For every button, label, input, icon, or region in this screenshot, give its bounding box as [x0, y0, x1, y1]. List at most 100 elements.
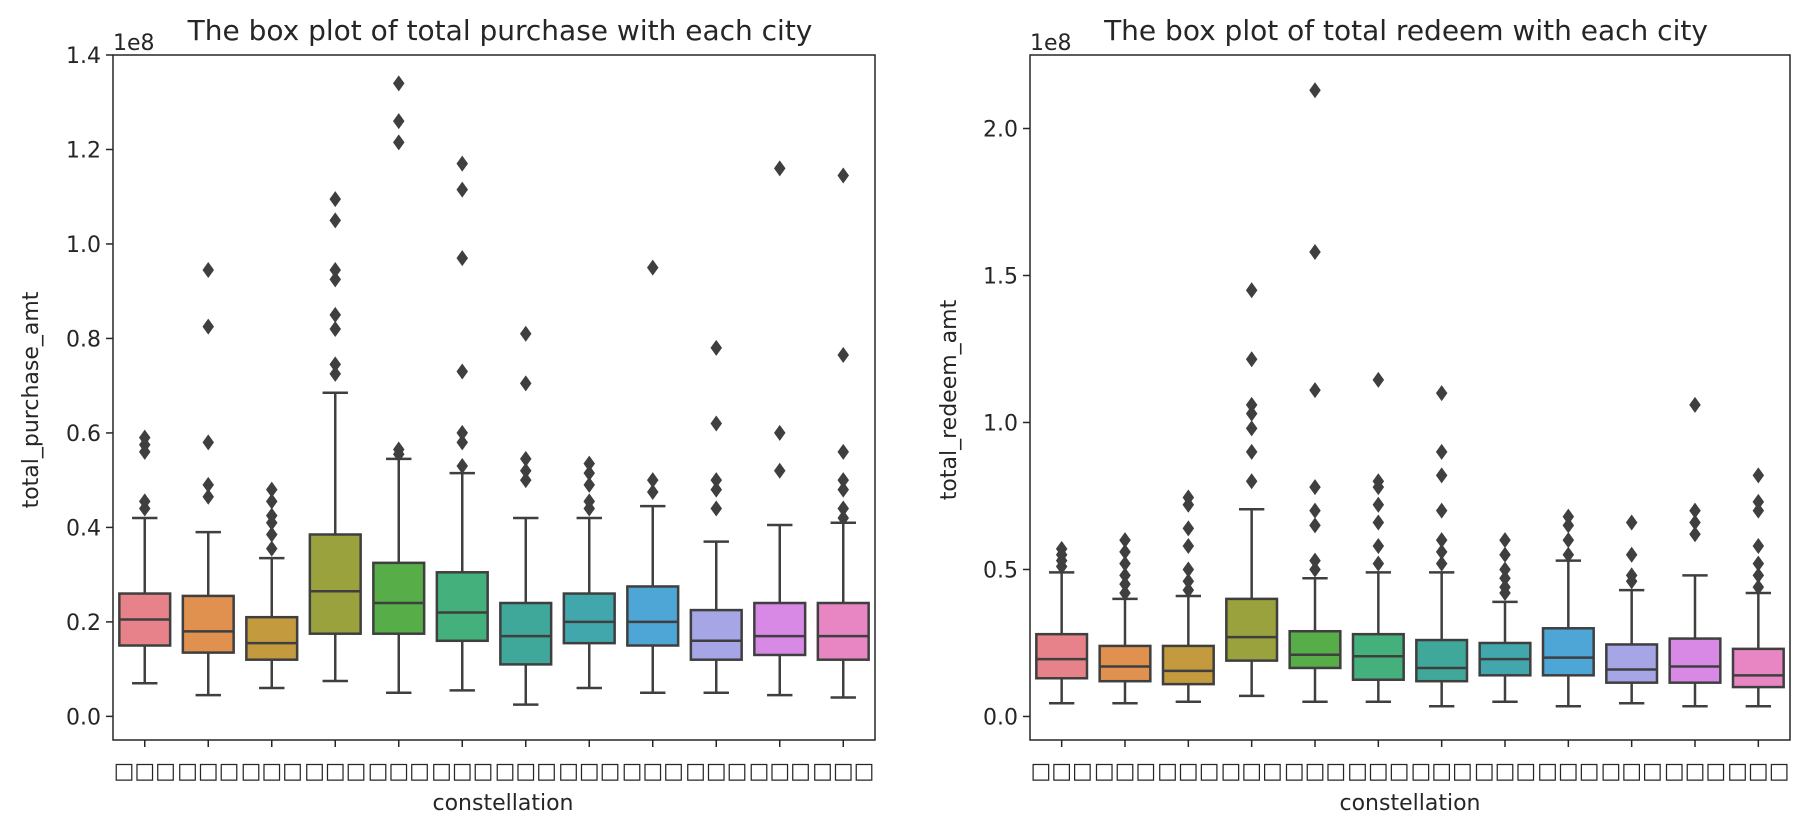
y-tick-label: 0.8: [66, 327, 101, 352]
y-tick-label: 1.5: [983, 264, 1018, 289]
outlier-point: [837, 346, 850, 363]
outlier-point: [202, 488, 215, 505]
outlier-point: [1625, 567, 1638, 584]
outlier-point: [1372, 514, 1385, 531]
outlier-point: [837, 472, 850, 489]
outlier-point: [265, 481, 278, 498]
outlier-point: [265, 526, 278, 543]
outlier-point: [1309, 517, 1321, 534]
outlier-point: [583, 476, 596, 493]
outlier-point: [1752, 502, 1765, 519]
outlier-point: [1309, 382, 1321, 399]
outlier-point: [1562, 532, 1575, 549]
x-tick-label: □□□: [1220, 759, 1282, 784]
outlier-point: [202, 434, 215, 451]
outlier-point: [710, 339, 723, 356]
outlier-point: [1372, 496, 1385, 513]
outlier-point: [519, 462, 532, 479]
outlier-point: [1689, 396, 1701, 413]
outlier-point: [837, 509, 850, 526]
iqr-box: [1605, 643, 1659, 684]
outlier-point: [329, 271, 342, 288]
outlier-point: [773, 160, 786, 177]
x-tick-label: □□□: [749, 759, 811, 784]
outlier-point: [1689, 502, 1701, 519]
outlier-point: [837, 481, 850, 498]
outlier-point: [1119, 576, 1131, 593]
outlier-point: [1562, 546, 1575, 563]
outlier-point: [1372, 537, 1385, 554]
x-tick-label: □□□: [685, 759, 747, 784]
outlier-point: [1182, 582, 1195, 599]
outlier-point: [1309, 561, 1321, 578]
box-4: □□□: [304, 191, 366, 784]
x-tick-label: □□□: [1157, 759, 1219, 784]
box-10: □□□: [685, 339, 747, 784]
y-tick-label: 0.4: [66, 516, 101, 541]
box-8: □□□: [558, 455, 620, 784]
outlier-point: [1182, 561, 1195, 578]
x-axis-label: constellation: [433, 791, 574, 816]
outlier-point: [1499, 546, 1511, 563]
y-tick-label: 0.2: [66, 611, 101, 636]
outlier-point: [1435, 532, 1448, 549]
box-5: □□□: [368, 75, 430, 784]
y-tick-label: 1.4: [66, 44, 101, 69]
outlier-point: [1245, 405, 1258, 422]
box-1: □□□: [114, 429, 176, 784]
outlier-point: [1562, 517, 1575, 534]
iqr-box: [1541, 627, 1595, 677]
chart-total-purchase: The box plot of total purchase with each…: [19, 14, 876, 816]
iqr-box: [1731, 647, 1785, 689]
axes-frame: [1029, 54, 1791, 741]
y-tick-label: 0.0: [983, 705, 1018, 730]
iqr-box: [435, 571, 489, 643]
box-2: □□□: [1094, 532, 1156, 784]
outlier-point: [1499, 561, 1511, 578]
outlier-point: [456, 363, 469, 380]
outlier-point: [710, 481, 723, 498]
y-tick-label: 1.0: [66, 233, 101, 258]
box-3: □□□: [241, 481, 303, 784]
box-6: □□□: [431, 155, 493, 784]
outlier-point: [1055, 540, 1068, 557]
iqr-box: [562, 592, 616, 645]
outlier-point: [710, 500, 723, 517]
outlier-point: [1309, 552, 1321, 569]
outlier-point: [837, 443, 850, 460]
box-2: □□□: [177, 261, 239, 784]
x-tick-label: □□□: [304, 759, 366, 784]
outlier-point: [1119, 543, 1131, 560]
outlier-point: [265, 507, 278, 524]
outlier-point: [583, 493, 596, 510]
outlier-point: [329, 191, 342, 208]
y-tick-label: 1.0: [983, 411, 1018, 436]
x-tick-label: □□□: [1347, 759, 1409, 784]
iqr-box: [1098, 644, 1152, 683]
x-tick-label: □□□: [1537, 759, 1599, 784]
outlier-point: [1245, 473, 1258, 490]
plot-area: 0.00.20.40.60.81.01.21.4□□□ □□□ □□□ □□□ □□□ □…: [66, 44, 876, 784]
x-tick-label: □□□: [1664, 759, 1726, 784]
x-tick-label: □□□: [368, 759, 430, 784]
outlier-point: [1435, 502, 1448, 519]
box-4: □□□: [1220, 282, 1283, 784]
x-tick-label: □□□: [114, 759, 176, 784]
outlier-point: [1309, 479, 1321, 496]
outlier-point: [1372, 473, 1385, 490]
outlier-point: [265, 540, 278, 557]
iqr-box: [816, 601, 870, 661]
outlier-point: [519, 325, 532, 342]
outlier-point: [456, 458, 469, 474]
outlier-point: [646, 472, 659, 489]
outlier-point: [1752, 579, 1765, 596]
outlier-point: [329, 212, 342, 229]
outlier-point: [456, 155, 469, 172]
outlier-point: [1752, 567, 1765, 584]
outlier-point: [1435, 467, 1448, 484]
y-tick-label: 0.0: [66, 705, 101, 730]
outlier-point: [392, 441, 405, 458]
chart-title: The box plot of total redeem with each c…: [1103, 14, 1708, 47]
outlier-point: [329, 356, 342, 373]
